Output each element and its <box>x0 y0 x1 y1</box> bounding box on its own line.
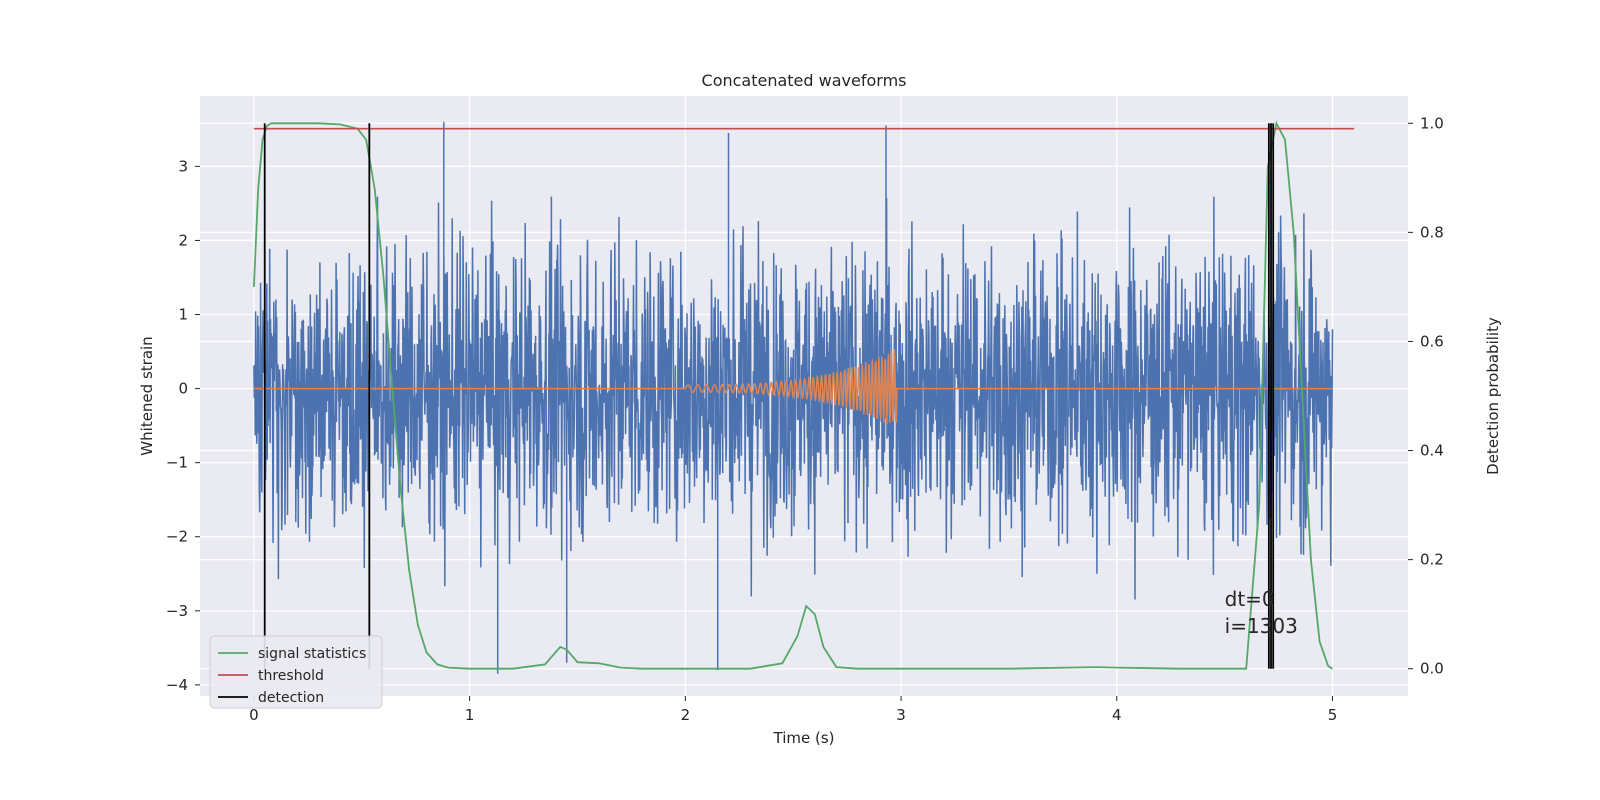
x-axis-label: Time (s) <box>773 729 835 747</box>
legend: signal statistics threshold detection <box>209 635 383 709</box>
y2-tick-label: 0.6 <box>1420 332 1444 350</box>
chart-title: Concatenated waveforms <box>702 71 907 90</box>
y-tick-label: −2 <box>166 528 188 546</box>
legend-box <box>209 635 383 709</box>
y-tick-label: 2 <box>178 231 188 249</box>
x-tick-label: 3 <box>896 706 906 724</box>
y-tick-label: 1 <box>178 306 188 324</box>
y2-tick-label: 0.4 <box>1420 442 1444 460</box>
y-tick-label: 3 <box>178 157 188 175</box>
y2-tick-label: 0.0 <box>1420 660 1444 678</box>
annotation: dt=0 i=1303 <box>1225 587 1298 638</box>
legend-label: signal statistics <box>258 646 366 662</box>
legend-label: threshold <box>258 668 324 684</box>
axes: 0 1 2 3 4 5 −4 −3 −2 −1 0 1 2 3 0.0 0.2 0.4 0.6 0.8 1.0 <box>166 114 1444 724</box>
y2-tick-label: 0.2 <box>1420 551 1444 569</box>
y-tick-label: −3 <box>166 602 188 620</box>
x-tick-label: 1 <box>465 706 475 724</box>
plot-area <box>253 120 1355 674</box>
x-tick-label: 0 <box>249 706 259 724</box>
x-tick-label: 4 <box>1112 706 1122 724</box>
annotation-line-index: i=1303 <box>1225 614 1298 638</box>
x-tick-label: 5 <box>1328 706 1338 724</box>
annotation-line-dt: dt=0 <box>1225 587 1275 611</box>
y2-tick-label: 1.0 <box>1420 114 1444 132</box>
y-axis-label: Whitened strain <box>138 336 156 455</box>
strain-series-line <box>253 121 1334 674</box>
y-tick-label: −4 <box>166 676 188 694</box>
plot-content <box>253 120 1355 674</box>
y2-axis-label: Detection probability <box>1484 317 1502 475</box>
injection-series-line <box>253 348 1333 424</box>
y2-tick-label: 0.8 <box>1420 223 1444 241</box>
legend-label: detection <box>258 690 324 706</box>
x-tick-label: 2 <box>681 706 691 724</box>
y-tick-label: 0 <box>178 380 188 398</box>
y-tick-label: −1 <box>166 454 188 472</box>
